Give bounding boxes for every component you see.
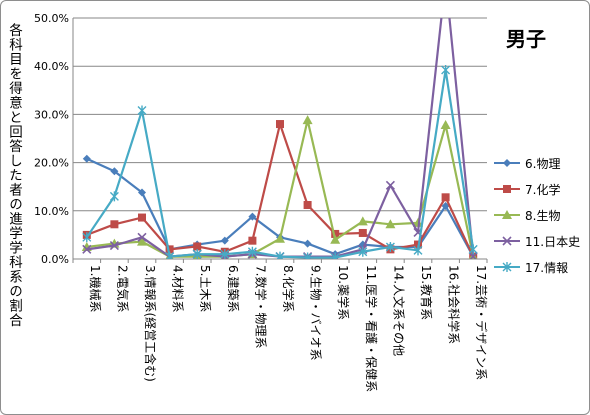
data-point	[385, 180, 395, 190]
x-category-label: 9.生物・バイオ系	[309, 265, 323, 360]
data-point	[303, 252, 313, 259]
data-point	[137, 232, 147, 242]
legend-item: 6.物理	[494, 151, 588, 177]
data-point	[110, 220, 119, 229]
data-point	[358, 228, 367, 237]
legend-label: 17.情報	[525, 261, 569, 275]
data-point	[331, 229, 340, 238]
y-tick-label: 10.0%	[34, 205, 69, 218]
x-category-label: 15.教育系	[419, 265, 434, 320]
data-point	[303, 201, 312, 210]
x-category-label: 6.建築系	[226, 265, 241, 312]
data-point	[248, 212, 257, 221]
y-tick-label: 50.0%	[34, 12, 69, 25]
legend-item: 7.化学	[494, 177, 588, 203]
data-point	[275, 251, 285, 259]
x-category-label: 17.芸術・デザイン系	[474, 265, 489, 380]
data-point	[302, 115, 313, 125]
data-point	[441, 193, 450, 202]
data-point	[303, 239, 312, 248]
x-category-label: 2.電気系	[115, 265, 130, 312]
y-axis-label: 各科目を得意と回答した者の進学学科系の割合	[6, 23, 22, 328]
x-category-label: 14.人文系その他	[391, 265, 406, 356]
legend-marker-shape	[503, 185, 511, 193]
legend-marker-shape	[502, 236, 512, 246]
x-category-label: 4.材料系	[171, 265, 185, 312]
chart-title: 男子	[506, 27, 546, 51]
legend-marker-icon	[502, 262, 512, 272]
x-category-label: 8.化学系	[281, 265, 296, 312]
data-point	[385, 219, 396, 229]
data-point	[137, 236, 147, 246]
legend-item: 17.情報	[494, 255, 588, 281]
data-point	[82, 232, 92, 243]
data-point	[247, 246, 257, 257]
data-point	[358, 246, 368, 257]
data-point	[248, 236, 257, 245]
x-category-label: 1.機械系	[88, 265, 103, 312]
legend-marker-icon	[503, 185, 511, 193]
x-category-label: 5.土木系	[198, 265, 212, 312]
data-point	[357, 216, 368, 226]
data-point	[385, 241, 395, 252]
data-point	[468, 244, 478, 255]
legend-marker-icon	[502, 236, 512, 246]
data-point	[109, 191, 119, 202]
legend-marker-shape	[503, 159, 511, 167]
x-category-label: 3.情報系(経営工含む)	[143, 265, 158, 382]
legend-marker-shape	[502, 262, 512, 272]
legend-label: 6.物理	[525, 157, 561, 171]
data-point	[109, 240, 119, 251]
data-point	[275, 233, 285, 243]
data-point	[440, 120, 451, 130]
x-category-label: 10.薬学系	[336, 265, 351, 320]
data-point	[165, 251, 175, 259]
legend-item: 11.日本史	[494, 229, 588, 255]
data-point	[138, 188, 146, 197]
legend-label: 8.生物	[525, 209, 561, 223]
data-point	[220, 249, 230, 259]
data-point	[82, 244, 92, 254]
y-tick-label: 0.0%	[41, 253, 69, 266]
legend: 6.物理 7.化学 8.生物 11.日本史 17.情報	[494, 151, 588, 281]
series-5	[82, 65, 478, 259]
legend-marker-icon	[502, 210, 512, 219]
y-tick-label: 30.0%	[34, 108, 69, 121]
data-point	[138, 213, 146, 222]
x-category-label: 11.医学・看護・保健系	[364, 265, 379, 392]
data-point	[276, 120, 284, 129]
data-point	[82, 154, 91, 163]
data-point	[137, 105, 147, 116]
legend-label: 11.日本史	[525, 235, 581, 249]
data-point	[110, 167, 119, 176]
data-point	[413, 245, 423, 256]
data-point	[220, 236, 229, 245]
y-tick-label: 40.0%	[34, 60, 69, 73]
x-category-label: 7.数学・物理系	[253, 265, 268, 348]
data-point	[468, 252, 478, 259]
data-point	[330, 234, 341, 244]
legend-label: 7.化学	[525, 183, 561, 197]
legend-item: 8.生物	[494, 203, 588, 229]
legend-marker-icon	[503, 159, 511, 167]
legend-marker-shape	[502, 210, 512, 219]
x-category-label: 16.社会科学系	[447, 265, 462, 344]
data-point	[165, 245, 174, 254]
data-point	[330, 252, 340, 259]
data-point	[441, 65, 451, 76]
y-tick-label: 20.0%	[34, 157, 69, 170]
data-point	[193, 242, 202, 251]
data-point	[192, 249, 202, 259]
